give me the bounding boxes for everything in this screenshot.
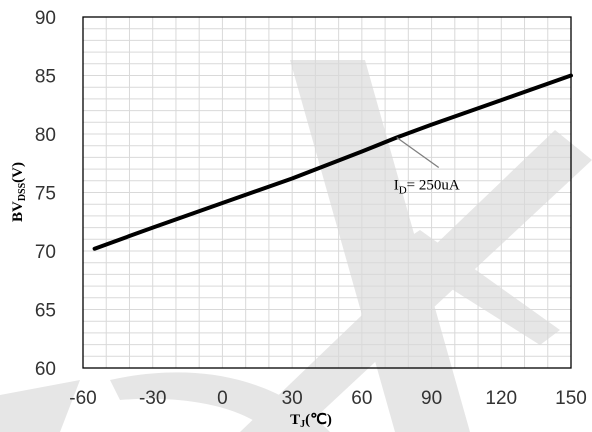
tick-labels: -60 -30 0 30 60 90 120 150 60 65 70 75 80 85 90 — [35, 8, 587, 409]
annotation-rest: = 250uA — [407, 178, 460, 194]
series-line-0 — [92, 73, 573, 251]
x-axis-title: TJ(℃) — [290, 412, 332, 430]
y-tick-label: 70 — [35, 242, 56, 263]
x-axis-title-sub: J — [300, 419, 305, 430]
x-tick-label: 120 — [485, 388, 517, 409]
x-tick-label: 90 — [421, 388, 442, 409]
x-tick-label: -30 — [139, 388, 166, 409]
x-axis-title-rest: (℃) — [305, 412, 332, 428]
y-axis-title-sub: DSS — [17, 182, 28, 201]
watermark-stroke-4 — [0, 380, 80, 432]
annotation-sub: D — [399, 185, 407, 197]
watermark-graphic — [0, 60, 592, 432]
annotation-main: I — [394, 178, 399, 194]
x-tick-label: 30 — [282, 388, 303, 409]
y-tick-label: 65 — [35, 301, 56, 322]
series-layer — [92, 73, 573, 251]
annotation: ID= 250uA — [394, 136, 460, 197]
y-tick-label: 60 — [35, 359, 56, 380]
grid-lines — [82, 16, 572, 369]
plot-frame — [82, 16, 572, 369]
y-tick-label: 85 — [35, 67, 56, 88]
x-tick-label: 0 — [217, 388, 228, 409]
y-axis-title-rest: (V) — [10, 162, 26, 183]
y-tick-label: 90 — [35, 8, 56, 29]
x-axis-title-main: T — [290, 412, 300, 428]
y-axis-title-main: BV — [10, 201, 26, 222]
x-tick-label: 150 — [555, 388, 587, 409]
y-tick-label: 75 — [35, 184, 56, 205]
annotation-label: ID= 250uA — [394, 178, 460, 197]
annotation-leader — [396, 136, 440, 169]
y-tick-label: 80 — [35, 125, 56, 146]
watermark-stroke-3 — [110, 372, 330, 432]
watermark-stroke-2 — [390, 230, 560, 345]
y-axis-title: BVDSS(V) — [10, 162, 28, 222]
x-tick-label: -60 — [69, 388, 96, 409]
watermark-stroke-0 — [290, 60, 470, 432]
x-tick-label: 60 — [351, 388, 372, 409]
